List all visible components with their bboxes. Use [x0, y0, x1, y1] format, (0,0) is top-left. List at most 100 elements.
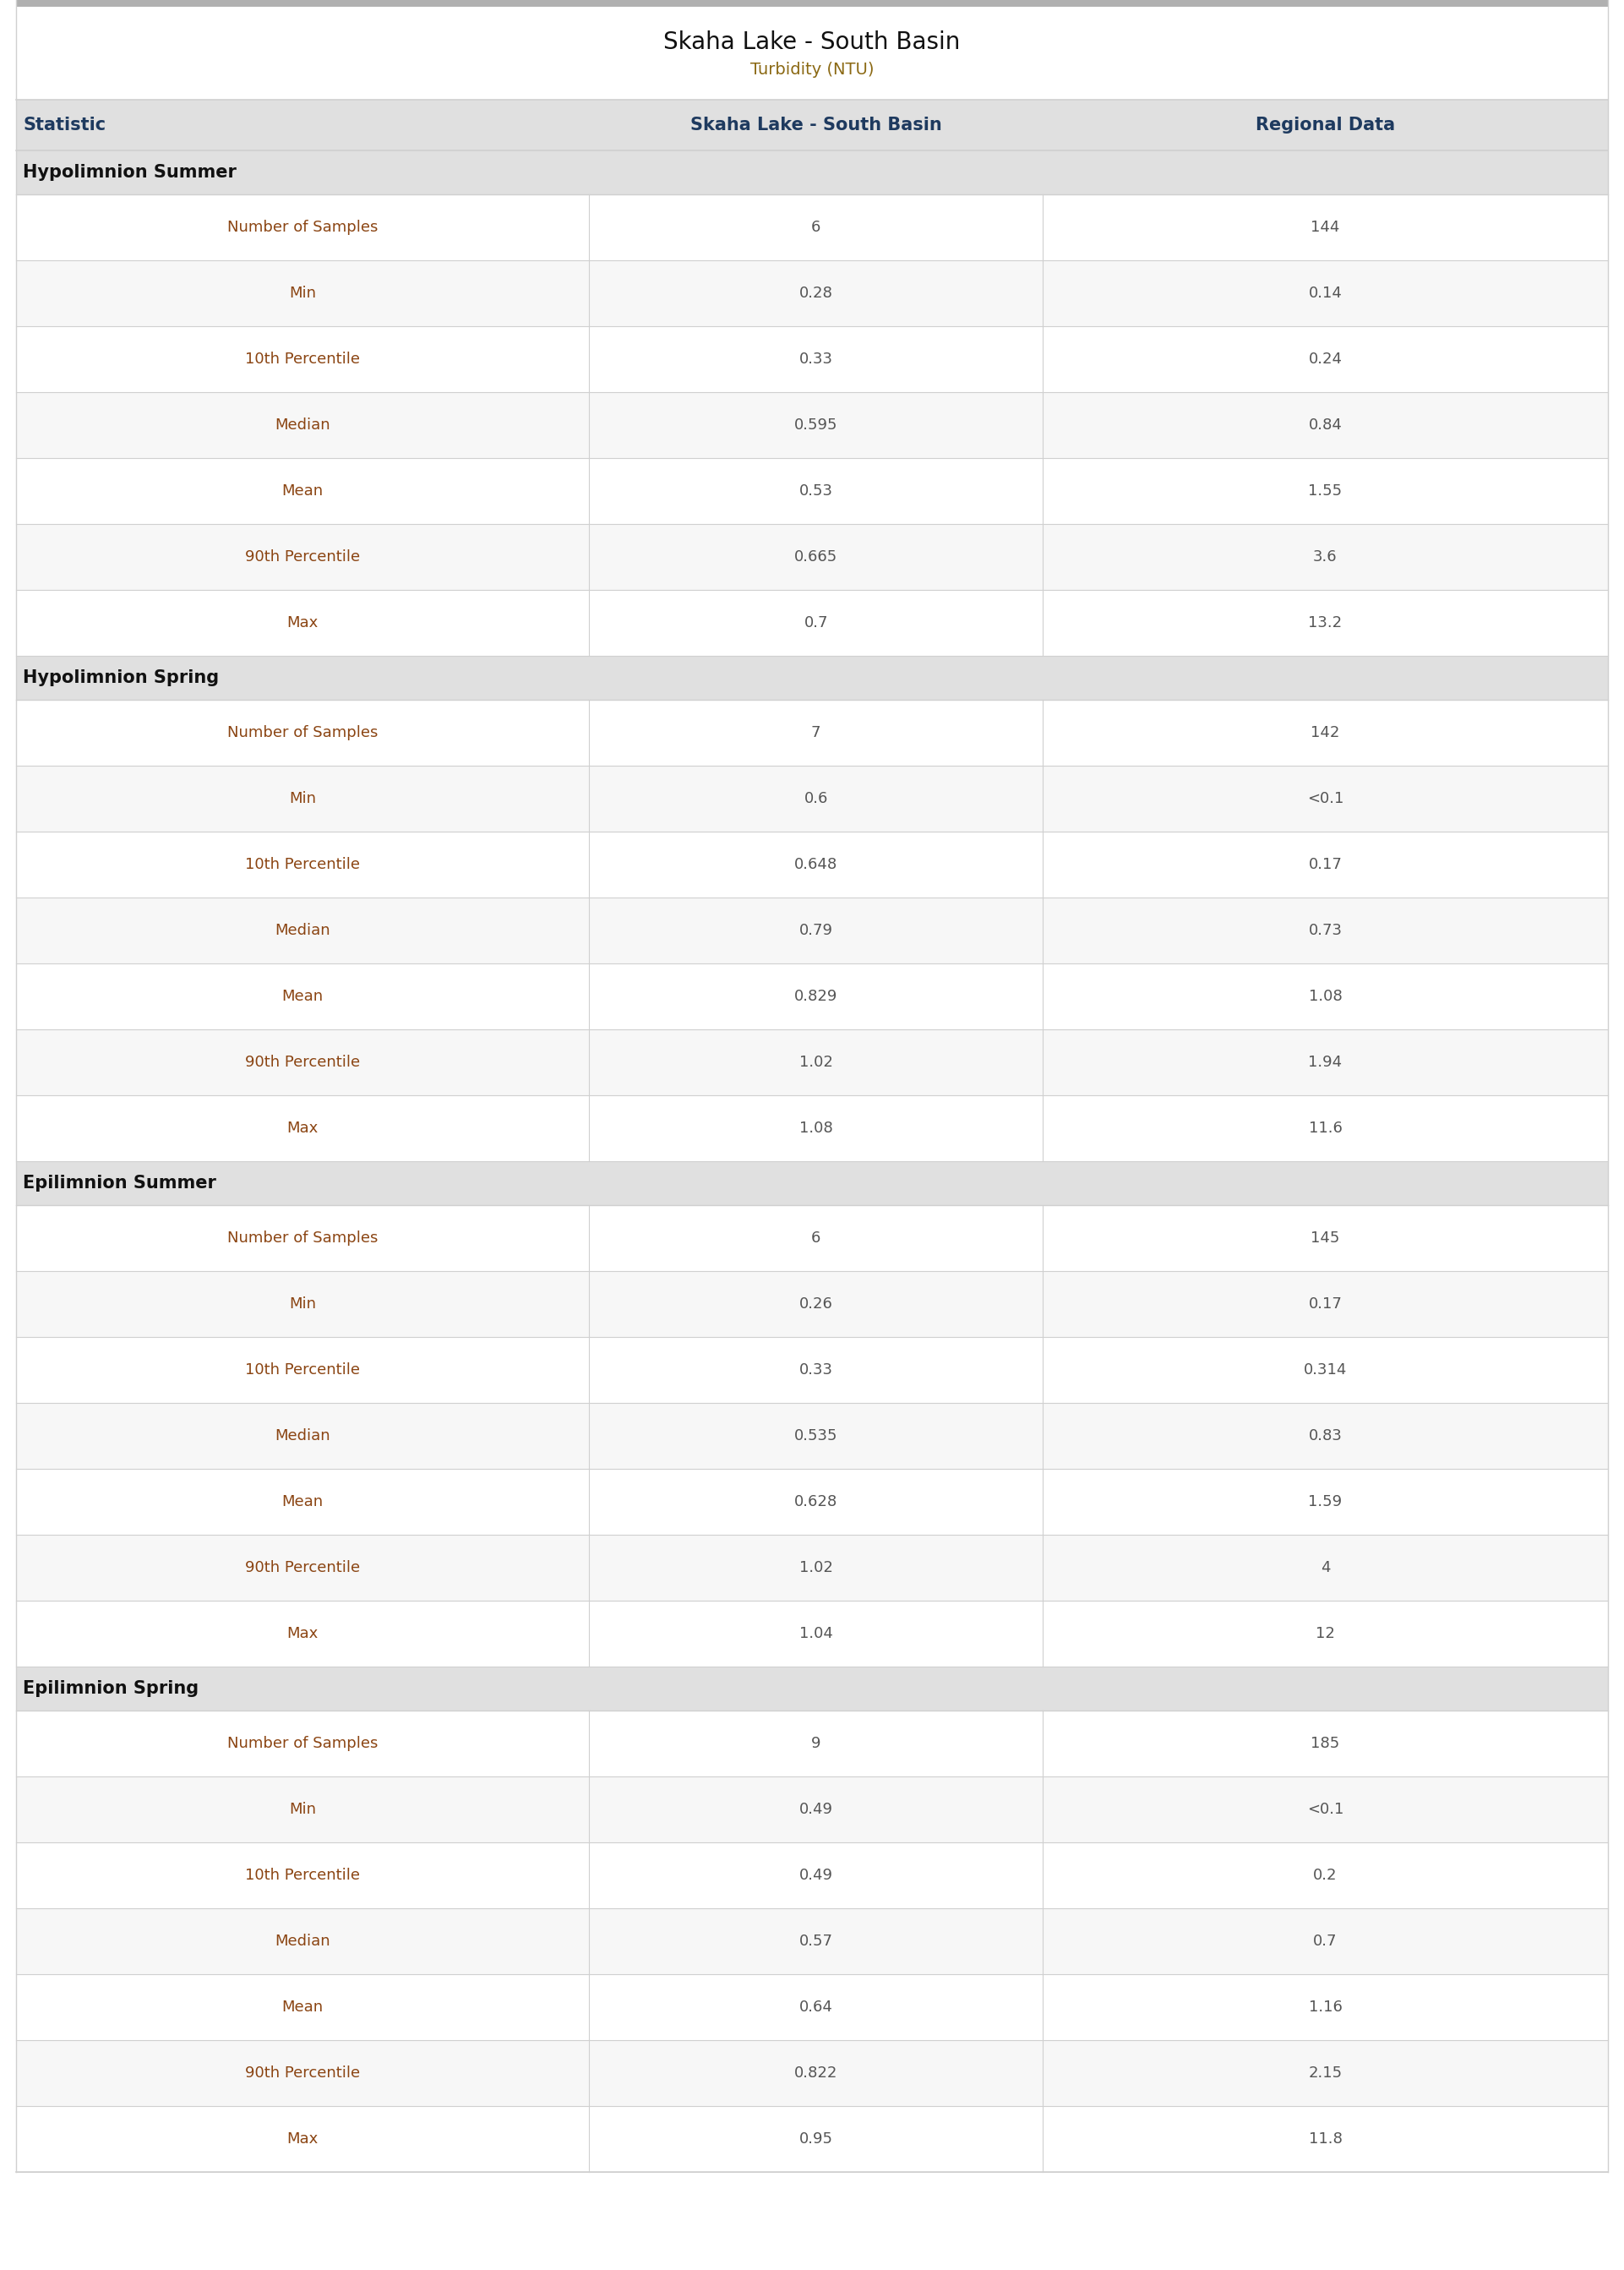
Bar: [16, 524, 1608, 590]
Bar: [16, 1271, 1608, 1337]
Text: 0.535: 0.535: [794, 1428, 838, 1444]
Text: 12: 12: [1315, 1625, 1335, 1641]
Text: Turbidity (NTU): Turbidity (NTU): [750, 61, 874, 77]
Text: Median: Median: [274, 418, 330, 434]
Text: 1.59: 1.59: [1309, 1494, 1341, 1510]
Text: 0.2: 0.2: [1314, 1868, 1337, 1882]
Text: 1.55: 1.55: [1309, 484, 1341, 499]
Text: 1.16: 1.16: [1309, 2000, 1341, 2016]
Bar: [16, 1403, 1608, 1469]
Text: Mean: Mean: [283, 990, 323, 1003]
Bar: [16, 1843, 1608, 1909]
Text: 10th Percentile: 10th Percentile: [245, 858, 361, 872]
Text: Skaha Lake - South Basin: Skaha Lake - South Basin: [664, 30, 960, 54]
Text: 90th Percentile: 90th Percentile: [245, 2066, 361, 2082]
Text: <0.1: <0.1: [1307, 1802, 1343, 1816]
Text: 0.595: 0.595: [794, 418, 838, 434]
Text: 2.15: 2.15: [1309, 2066, 1341, 2082]
Text: 0.314: 0.314: [1304, 1362, 1346, 1378]
Text: Min: Min: [289, 286, 317, 302]
Text: 9: 9: [810, 1737, 820, 1750]
Text: 1.94: 1.94: [1309, 1056, 1341, 1069]
Bar: [16, 1535, 1608, 1600]
Bar: [16, 0, 1608, 7]
Text: Regional Data: Regional Data: [1255, 116, 1395, 134]
Text: 0.33: 0.33: [799, 352, 833, 368]
Bar: [16, 1205, 1608, 1271]
Text: Number of Samples: Number of Samples: [227, 1230, 378, 1246]
Bar: [16, 261, 1608, 327]
Text: Mean: Mean: [283, 1494, 323, 1510]
Text: 0.83: 0.83: [1309, 1428, 1341, 1444]
Text: 11.8: 11.8: [1309, 2132, 1341, 2147]
Text: 10th Percentile: 10th Percentile: [245, 1362, 361, 1378]
Text: Min: Min: [289, 790, 317, 806]
Bar: [16, 1600, 1608, 1666]
Text: 0.49: 0.49: [799, 1868, 833, 1882]
Bar: [16, 831, 1608, 897]
Text: Number of Samples: Number of Samples: [227, 220, 378, 234]
Bar: [16, 1028, 1608, 1096]
Text: 1.04: 1.04: [799, 1625, 833, 1641]
Text: 0.79: 0.79: [799, 924, 833, 938]
Text: 0.57: 0.57: [799, 1934, 833, 1950]
Text: 0.28: 0.28: [799, 286, 833, 302]
Text: Number of Samples: Number of Samples: [227, 1737, 378, 1750]
Text: 0.73: 0.73: [1309, 924, 1341, 938]
Text: <0.1: <0.1: [1307, 790, 1343, 806]
Bar: [16, 1712, 1608, 1777]
Text: 1.08: 1.08: [799, 1121, 833, 1135]
Bar: [16, 1666, 1608, 1712]
Text: 0.95: 0.95: [799, 2132, 833, 2147]
Text: 90th Percentile: 90th Percentile: [245, 1559, 361, 1575]
Text: 0.26: 0.26: [799, 1296, 833, 1312]
Text: Max: Max: [287, 1625, 318, 1641]
Text: 0.7: 0.7: [1314, 1934, 1337, 1950]
Text: Hypolimnion Spring: Hypolimnion Spring: [23, 670, 219, 686]
Bar: [16, 195, 1608, 261]
Text: Mean: Mean: [283, 2000, 323, 2016]
Text: Median: Median: [274, 924, 330, 938]
Bar: [16, 1162, 1608, 1205]
Text: Hypolimnion Summer: Hypolimnion Summer: [23, 163, 237, 182]
Text: 0.6: 0.6: [804, 790, 828, 806]
Text: 0.53: 0.53: [799, 484, 833, 499]
Bar: [16, 100, 1608, 150]
Text: 1.02: 1.02: [799, 1559, 833, 1575]
Text: 11.6: 11.6: [1309, 1121, 1341, 1135]
Text: 0.14: 0.14: [1309, 286, 1341, 302]
Text: 0.7: 0.7: [804, 615, 828, 631]
Bar: [16, 1337, 1608, 1403]
Text: 90th Percentile: 90th Percentile: [245, 1056, 361, 1069]
Text: Median: Median: [274, 1428, 330, 1444]
Text: 0.49: 0.49: [799, 1802, 833, 1816]
Text: 0.33: 0.33: [799, 1362, 833, 1378]
Bar: [16, 2041, 1608, 2107]
Text: 3.6: 3.6: [1314, 549, 1337, 565]
Bar: [16, 1096, 1608, 1162]
Text: 1.02: 1.02: [799, 1056, 833, 1069]
Text: 144: 144: [1311, 220, 1340, 234]
Bar: [16, 1975, 1608, 2041]
Text: 1.08: 1.08: [1309, 990, 1341, 1003]
Text: Mean: Mean: [283, 484, 323, 499]
Text: 4: 4: [1320, 1559, 1330, 1575]
Text: 10th Percentile: 10th Percentile: [245, 352, 361, 368]
Text: Max: Max: [287, 615, 318, 631]
Bar: [16, 897, 1608, 962]
Text: 10th Percentile: 10th Percentile: [245, 1868, 361, 1882]
Bar: [16, 699, 1608, 765]
Bar: [16, 1909, 1608, 1975]
Bar: [16, 1469, 1608, 1535]
Bar: [16, 393, 1608, 459]
Text: 0.822: 0.822: [794, 2066, 838, 2082]
Text: 142: 142: [1311, 724, 1340, 740]
Text: 0.665: 0.665: [794, 549, 838, 565]
Bar: [16, 1777, 1608, 1843]
Bar: [16, 656, 1608, 699]
Bar: [16, 459, 1608, 524]
Text: 0.17: 0.17: [1309, 1296, 1341, 1312]
Text: 185: 185: [1311, 1737, 1340, 1750]
Text: 145: 145: [1311, 1230, 1340, 1246]
Text: 6: 6: [810, 1230, 820, 1246]
